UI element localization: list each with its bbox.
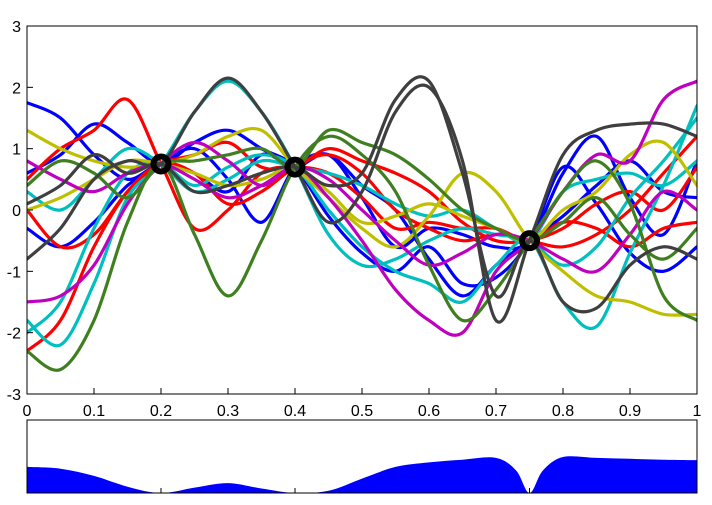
x-tick-label: 0.4 xyxy=(284,403,306,420)
sample-curve-11 xyxy=(27,139,697,243)
x-tick-label: 0.5 xyxy=(351,403,373,420)
sample-curve-14 xyxy=(27,134,697,372)
sample-curve-5 xyxy=(27,97,697,249)
x-tick-label: 0.9 xyxy=(619,403,641,420)
x-tick-label: 0.8 xyxy=(552,403,574,420)
observation-point-3 xyxy=(519,230,540,252)
observation-point-1 xyxy=(150,153,172,175)
y-tick-label: -1 xyxy=(7,264,21,281)
x-tick-label: 0 xyxy=(23,403,32,420)
area-plot-frame xyxy=(26,419,698,494)
x-tick-label: 0.7 xyxy=(485,403,507,420)
x-tick-label: 0.1 xyxy=(83,403,105,420)
x-tick-label: 1 xyxy=(693,403,702,420)
acquisition-area-plot xyxy=(26,419,698,494)
observation-point-2 xyxy=(284,156,306,178)
sample-curve-10 xyxy=(27,126,697,317)
sample-curve-7 xyxy=(27,79,697,348)
sample-curve-6 xyxy=(27,140,697,250)
sample-curve-9 xyxy=(27,146,697,244)
x-tick-label: 0.6 xyxy=(418,403,440,420)
main-axes: 0 0.1 0.2 0.3 0.4 0.5 0.6 0.7 0.8 0.9 1 3 2 1 0 -1 -2 -3 xyxy=(7,19,702,420)
y-tick-label: 3 xyxy=(12,19,21,36)
observation-points xyxy=(150,153,540,252)
y-tick-label: -3 xyxy=(7,387,21,404)
x-tick-label: 0.3 xyxy=(217,403,239,420)
sample-curve-17 xyxy=(27,75,697,314)
sample-curve-13 xyxy=(27,159,697,274)
y-tick-label: 1 xyxy=(12,142,21,159)
sample-curves xyxy=(27,75,697,372)
y-tick-label: -2 xyxy=(7,326,21,343)
y-tick-label: 2 xyxy=(12,80,21,97)
x-tick-label: 0.2 xyxy=(150,403,172,420)
y-tick-label: 0 xyxy=(12,203,21,220)
sample-curve-15 xyxy=(27,127,697,261)
acquisition-area xyxy=(27,456,697,494)
